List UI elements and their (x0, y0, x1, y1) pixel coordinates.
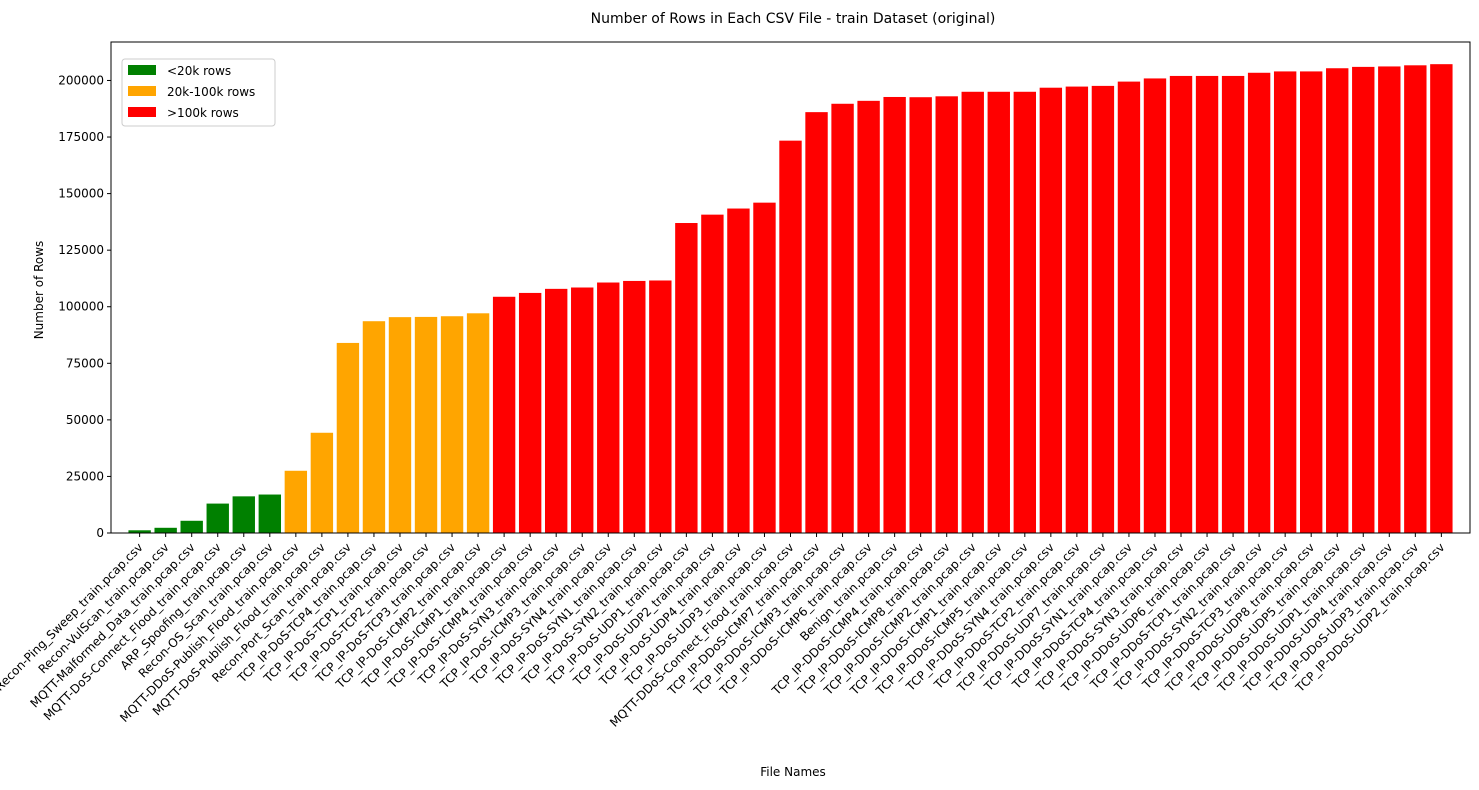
bar (154, 527, 177, 533)
y-tick-label: 100000 (58, 300, 104, 314)
legend: <20k rows 20k-100k rows >100k rows (121, 58, 276, 127)
bar (466, 313, 490, 533)
bar (544, 288, 568, 533)
bar (310, 432, 334, 533)
bar (1169, 75, 1193, 533)
bar (492, 296, 516, 533)
bar (206, 503, 229, 533)
bar (831, 103, 854, 533)
bar (857, 100, 880, 533)
bar (753, 202, 776, 533)
bar (597, 282, 620, 533)
legend-box (121, 58, 276, 127)
bar (1013, 91, 1037, 533)
bar (518, 292, 542, 533)
y-tick-label: 75000 (66, 356, 104, 370)
legend-swatch (128, 65, 156, 75)
bar (883, 96, 906, 534)
bar (1143, 78, 1167, 534)
bars-group (128, 64, 1453, 534)
legend-label: 20k-100k rows (167, 85, 255, 99)
y-tick-label: 200000 (58, 73, 104, 87)
bar (284, 470, 308, 533)
bar (779, 140, 802, 534)
y-tick-label: 0 (96, 526, 104, 540)
bar (1065, 86, 1089, 534)
legend-swatch (128, 86, 156, 96)
bar (935, 96, 958, 534)
bar (1352, 66, 1375, 533)
bar (232, 496, 255, 533)
bar (1404, 65, 1427, 533)
legend-label: <20k rows (167, 64, 231, 78)
bar (1039, 87, 1063, 533)
bar (1430, 64, 1453, 533)
bar (414, 316, 438, 533)
bar (701, 214, 724, 533)
bar (336, 342, 360, 533)
y-tick-label: 25000 (66, 469, 104, 483)
bar (727, 208, 750, 533)
y-axis-title: Number of Rows (32, 241, 46, 340)
bar (571, 287, 594, 533)
bar (258, 494, 282, 533)
bar (362, 321, 386, 533)
bar (1247, 72, 1271, 534)
legend-label: >100k rows (167, 106, 239, 120)
bar (180, 520, 203, 533)
bar (440, 316, 464, 533)
plot-frame (110, 41, 1471, 534)
y-axis: 0 25000 50000 75000 100000 125000 150000 175000… (58, 73, 111, 540)
y-tick-label: 125000 (58, 243, 104, 257)
bar (987, 91, 1010, 533)
bar (961, 91, 984, 533)
chart-title: Number of Rows in Each CSV File - train … (591, 11, 996, 27)
bar (1195, 75, 1219, 533)
bar (1273, 71, 1297, 534)
bar (1117, 81, 1141, 533)
x-axis-title: File Names (760, 765, 826, 779)
bar (805, 112, 828, 534)
bar (1378, 66, 1401, 534)
bar (1091, 85, 1115, 534)
bar (1299, 71, 1323, 534)
bar (909, 97, 932, 533)
bar (649, 280, 672, 533)
bar (675, 223, 698, 533)
y-tick-label: 50000 (66, 413, 104, 427)
bar (623, 280, 646, 533)
y-tick-label: 175000 (58, 130, 104, 144)
bar (388, 317, 412, 533)
x-axis: Recon-Ping_Sweep_train.pcap.csvRecon-Vul… (0, 533, 1447, 730)
y-tick-label: 150000 (58, 187, 104, 201)
bar (1326, 68, 1349, 533)
bar (128, 530, 151, 533)
legend-swatch (128, 107, 156, 117)
bar (1221, 75, 1245, 533)
